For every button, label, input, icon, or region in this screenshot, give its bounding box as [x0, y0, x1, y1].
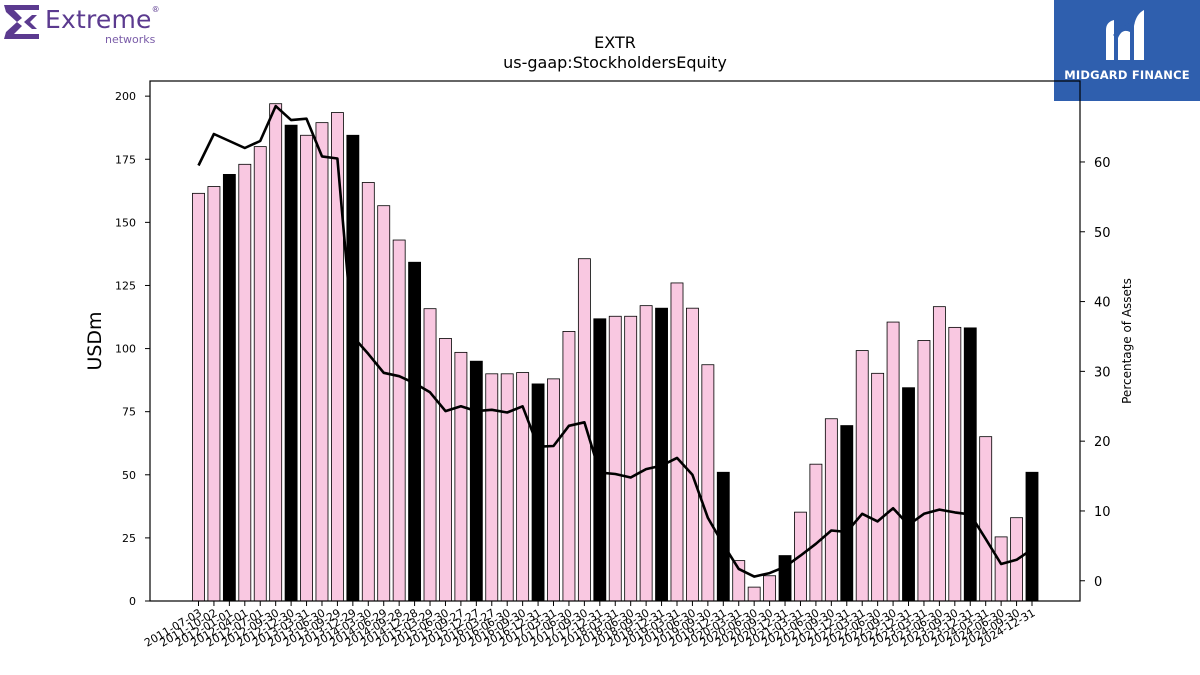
bar-fiscal-year — [964, 328, 976, 601]
y2-tick-label: 40 — [1094, 296, 1111, 311]
bar-quarter — [331, 113, 343, 601]
bar-fiscal-year — [902, 388, 914, 601]
bar-quarter — [856, 351, 868, 601]
bar-quarter — [424, 309, 436, 601]
bar-quarter — [764, 576, 776, 601]
bar-quarter — [378, 206, 390, 601]
y-axis-right: 0 10 20 30 40 50 60 — [1080, 156, 1111, 590]
bar-quarter — [810, 464, 822, 601]
bar-quarter — [609, 316, 621, 601]
y2-tick-label: 20 — [1094, 435, 1111, 450]
bar-fiscal-year — [223, 174, 235, 601]
bar-quarter — [702, 365, 714, 601]
bar-quarter — [686, 308, 698, 601]
bar-quarter — [563, 331, 575, 601]
y-tick-label: 150 — [115, 216, 136, 229]
bar-quarter — [995, 537, 1007, 601]
y2-tick-label: 30 — [1094, 365, 1111, 380]
bar-quarter — [316, 123, 328, 601]
equity-chart: EXTR us-gaap:StockholdersEquity 0 25 50 75 1… — [0, 0, 1200, 675]
bar-series — [192, 104, 1038, 601]
x-axis: 2011-07-032011-10-022012-01-012012-04-01… — [142, 601, 1037, 650]
y2-tick-label: 10 — [1094, 505, 1111, 520]
bar-quarter — [239, 164, 251, 601]
chart-subtitle: us-gaap:StockholdersEquity — [503, 53, 727, 72]
bar-quarter — [578, 259, 590, 601]
y-tick-label: 75 — [122, 406, 136, 419]
y2-axis-label: Percentage of Assets — [1120, 278, 1134, 404]
bar-quarter — [933, 307, 945, 601]
bar-fiscal-year — [1026, 472, 1038, 601]
bar-fiscal-year — [347, 135, 359, 601]
bar-quarter — [640, 306, 652, 601]
bar-quarter — [501, 374, 513, 601]
bar-quarter — [455, 352, 467, 601]
bar-quarter — [980, 437, 992, 601]
bar-quarter — [825, 419, 837, 601]
bar-quarter — [748, 587, 760, 601]
bar-quarter — [887, 322, 899, 601]
y-tick-label: 50 — [122, 469, 136, 482]
y-axis-label: USDm — [84, 311, 106, 370]
bar-quarter — [486, 374, 498, 601]
bar-quarter — [192, 193, 204, 601]
bar-quarter — [393, 240, 405, 601]
bar-fiscal-year — [841, 426, 853, 601]
y-tick-label: 0 — [129, 595, 136, 608]
bar-quarter — [270, 104, 282, 601]
y-axis-left: 0 25 50 75 100 125 150 175 200 — [115, 90, 150, 608]
y-tick-label: 25 — [122, 532, 136, 545]
bar-quarter — [301, 135, 313, 601]
bar-quarter — [671, 283, 683, 601]
y-tick-label: 125 — [115, 279, 136, 292]
y2-tick-label: 60 — [1094, 156, 1111, 171]
y-tick-label: 175 — [115, 153, 136, 166]
bar-fiscal-year — [656, 308, 668, 601]
bar-quarter — [208, 187, 220, 601]
bar-quarter — [547, 379, 559, 601]
bar-fiscal-year — [409, 262, 421, 601]
y-tick-label: 100 — [115, 343, 136, 356]
bar-quarter — [625, 316, 637, 601]
bar-fiscal-year — [285, 125, 297, 601]
bar-fiscal-year — [470, 361, 482, 601]
bar-quarter — [872, 373, 884, 601]
bar-quarter — [918, 340, 930, 601]
bar-quarter — [254, 147, 266, 601]
y2-tick-label: 0 — [1094, 575, 1102, 590]
y-tick-label: 200 — [115, 90, 136, 103]
chart-title: EXTR — [594, 33, 636, 52]
bar-quarter — [439, 338, 451, 601]
bar-quarter — [362, 182, 374, 601]
bar-quarter — [949, 327, 961, 601]
bar-fiscal-year — [532, 384, 544, 601]
y2-tick-label: 50 — [1094, 226, 1111, 241]
